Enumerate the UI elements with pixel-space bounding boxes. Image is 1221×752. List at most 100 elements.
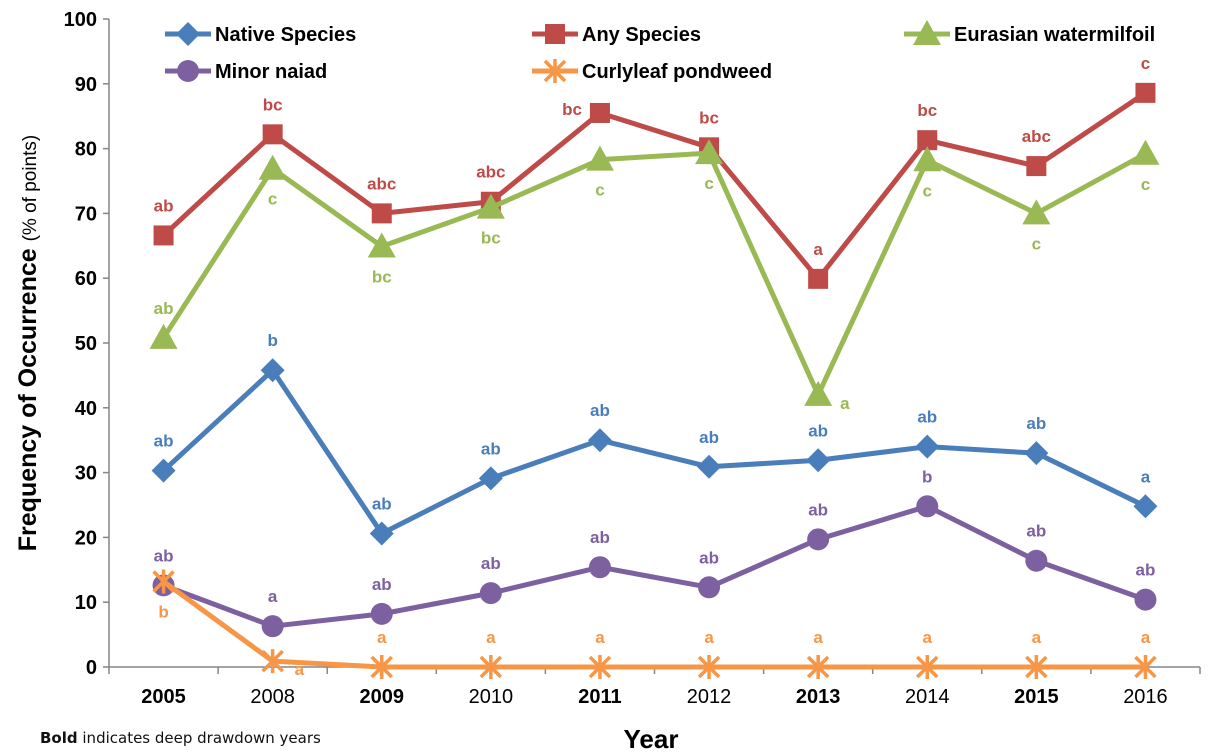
data-label-eurasian-watermilfoil: c [923, 181, 932, 200]
data-point-native-species [1133, 494, 1158, 519]
data-label-any-species: bc [699, 108, 719, 127]
data-point-eurasian-watermilfoil [804, 380, 833, 406]
data-point-eurasian-watermilfoil [1131, 139, 1160, 165]
data-point-eurasian-watermilfoil [149, 323, 178, 349]
data-label-native-species: ab [590, 401, 610, 420]
data-label-native-species: ab [808, 421, 828, 440]
data-point-any-species [153, 225, 174, 246]
data-point-minor-naiad [807, 528, 830, 551]
series-line-eurasian-watermilfoil [161, 150, 1147, 398]
y-tick-label: 70 [75, 203, 97, 225]
data-label-curlyleaf-pondweed: a [486, 628, 496, 647]
data-label-any-species: c [1141, 54, 1150, 73]
series-any-species [153, 82, 1156, 289]
data-point-native-species [697, 454, 722, 479]
chart-axes: 0 10 20 30 40 50 60 70 80 90 100 2005 2008 2009 2010 20… [14, 9, 1201, 752]
data-label-eurasian-watermilfoil: c [1032, 234, 1041, 253]
data-label-any-species: a [813, 240, 823, 259]
legend-item-eurasian-watermilfoil: Eurasian watermilfoil [904, 20, 1155, 46]
data-label-eurasian-watermilfoil: ab [154, 299, 174, 318]
x-tick-label: 2013 [796, 686, 841, 708]
data-label-any-species: abc [367, 174, 396, 193]
data-point-curlyleaf-pondweed [261, 649, 284, 674]
data-label-curlyleaf-pondweed: a [595, 628, 605, 647]
data-label-curlyleaf-pondweed: a [295, 660, 305, 679]
data-point-curlyleaf-pondweed [1025, 655, 1048, 679]
data-label-minor-naiad: ab [372, 575, 392, 594]
data-point-any-species [1026, 156, 1047, 177]
y-axis-title-main: Frequency of Occurrence [14, 241, 42, 551]
legend-marker [543, 59, 567, 83]
data-label-native-species: ab [917, 408, 937, 427]
x-tick-label: 2012 [687, 686, 732, 708]
y-tick-label: 30 [75, 463, 97, 485]
data-point-any-species [1135, 82, 1156, 103]
data-point-native-species [369, 521, 394, 546]
y-tick-label: 50 [75, 333, 97, 355]
x-tick-label: 2011 [578, 686, 621, 708]
data-label-minor-naiad: ab [590, 528, 610, 547]
x-tick-label: 2015 [1014, 686, 1059, 708]
y-axis-title-unit: (% of points) [20, 135, 41, 242]
y-tick-label: 80 [75, 139, 97, 161]
data-point-curlyleaf-pondweed [806, 655, 830, 679]
data-label-curlyleaf-pondweed: a [923, 628, 933, 647]
data-label-eurasian-watermilfoil: bc [481, 229, 501, 248]
data-point-eurasian-watermilfoil [1022, 199, 1051, 225]
data-point-native-species [915, 434, 940, 459]
data-label-minor-naiad: ab [1026, 522, 1046, 541]
x-axis-title: Year [624, 724, 679, 752]
data-point-curlyleaf-pondweed [370, 655, 393, 679]
data-label-curlyleaf-pondweed: b [158, 602, 168, 621]
legend-label: Any Species [582, 24, 701, 46]
data-label-native-species: ab [481, 439, 501, 458]
legend-marker [545, 24, 565, 44]
data-point-any-species [371, 203, 392, 224]
data-label-minor-naiad: a [268, 587, 278, 606]
x-tick-label: 2008 [250, 686, 295, 708]
legend-item-curlyleaf-pondweed: Curlyleaf pondweed [532, 59, 772, 83]
data-point-native-species [151, 458, 176, 483]
data-point-eurasian-watermilfoil [695, 139, 724, 165]
data-label-any-species: bc [562, 100, 582, 119]
legend-item-minor-naiad: Minor naiad [165, 60, 327, 83]
x-tick-label: 2010 [469, 686, 514, 708]
x-tick-label: 2016 [1123, 686, 1168, 708]
data-label-any-species: bc [917, 101, 937, 120]
data-point-eurasian-watermilfoil [476, 193, 505, 219]
data-label-minor-naiad: b [922, 467, 932, 486]
y-tick-label: 0 [86, 657, 97, 679]
y-tick-label: 20 [75, 527, 97, 549]
data-point-native-species [806, 448, 831, 473]
data-label-eurasian-watermilfoil: c [1141, 175, 1150, 194]
series-minor-naiad [152, 495, 1157, 638]
data-label-eurasian-watermilfoil: bc [372, 267, 392, 286]
data-point-minor-naiad [370, 602, 393, 625]
data-label-native-species: ab [154, 432, 174, 451]
legend: Native Species Any Species Eurasian waterm… [165, 20, 1155, 83]
y-tick-label: 60 [75, 268, 97, 290]
footnote-bold: Bold [40, 729, 78, 747]
data-point-native-species [478, 466, 503, 491]
series-layer [149, 82, 1160, 679]
data-point-curlyleaf-pondweed [588, 655, 612, 679]
data-point-curlyleaf-pondweed [479, 655, 503, 679]
data-label-minor-naiad: ab [481, 554, 501, 573]
y-tick-label: 10 [75, 592, 97, 614]
data-point-any-species [808, 268, 829, 289]
legend-item-any-species: Any Species [532, 24, 701, 46]
data-label-native-species: b [267, 331, 277, 350]
legend-label: Native Species [215, 24, 356, 46]
data-point-eurasian-watermilfoil [367, 232, 396, 258]
data-label-eurasian-watermilfoil: c [704, 174, 713, 193]
data-label-minor-naiad: ab [699, 548, 719, 567]
data-point-any-species [262, 124, 283, 145]
legend-marker [177, 60, 199, 82]
y-axis-title: Frequency of Occurrence (% of points) [14, 135, 42, 551]
data-point-eurasian-watermilfoil [258, 154, 287, 180]
data-label-minor-naiad: ab [154, 546, 174, 565]
data-point-eurasian-watermilfoil [913, 146, 942, 172]
data-label-curlyleaf-pondweed: a [1141, 628, 1151, 647]
footnote-text: indicates deep drawdown years [77, 729, 321, 747]
